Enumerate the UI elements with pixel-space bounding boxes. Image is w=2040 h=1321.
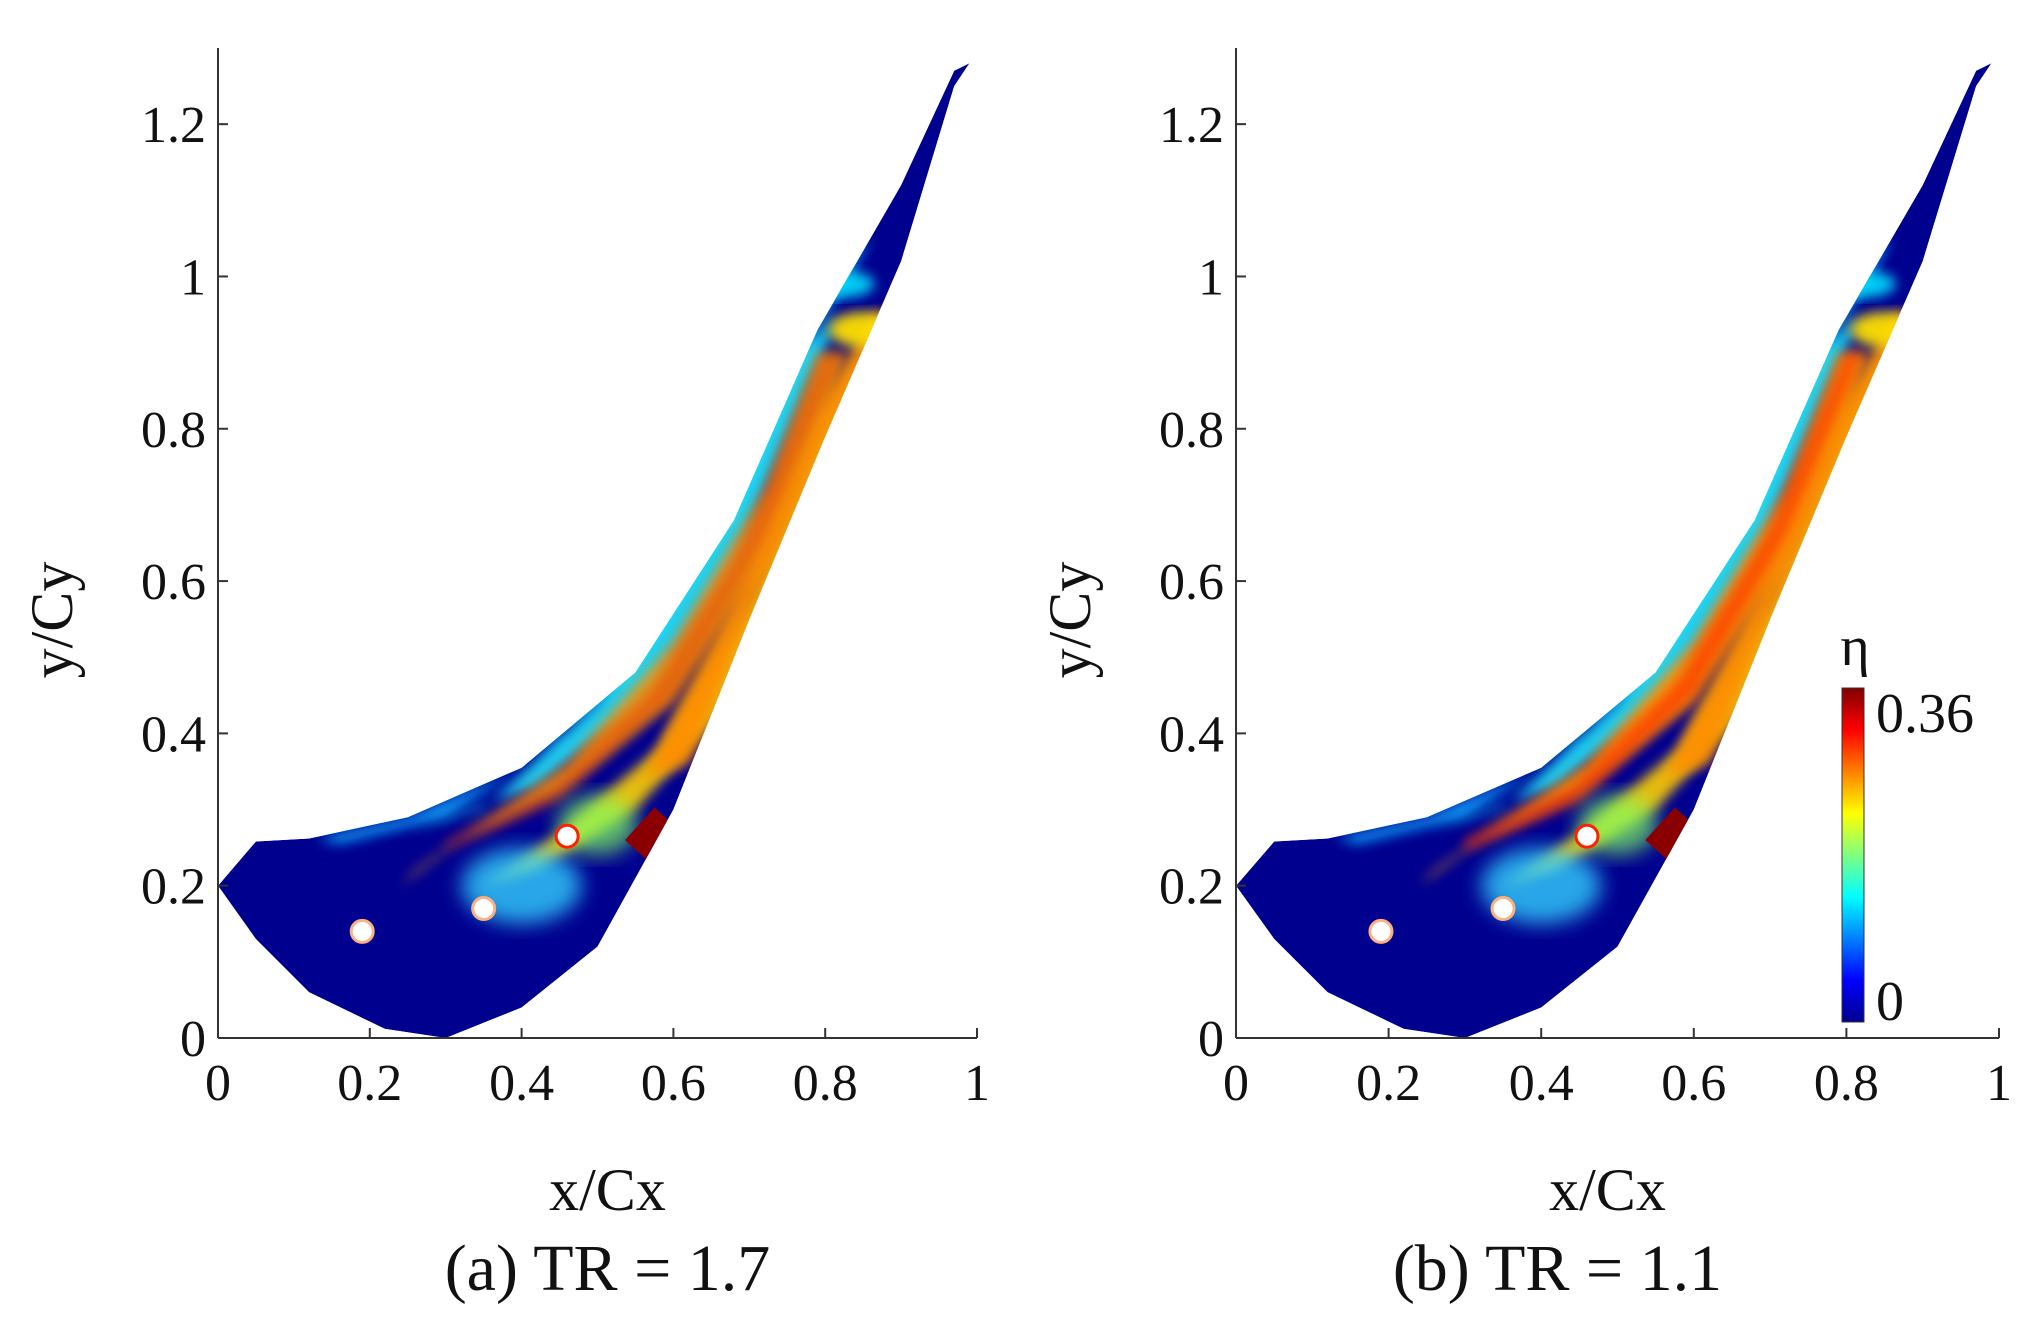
film-hole-1 [1368,918,1394,944]
film-hole-2 [1490,896,1516,922]
colorbar-min-label: 0 [1876,971,1904,1033]
colorbar-max-label: 0.36 [1876,683,1974,745]
y-tick-label: 0.4 [1159,706,1224,763]
x-tick-label: 0.6 [1661,1055,1726,1112]
y-tick-label: 0.2 [1159,859,1224,916]
y-tick-label: 1 [1198,249,1224,306]
contour-field [218,63,970,1038]
colorbar-symbol: η [1840,616,1869,678]
y-tick-label: 0 [180,1011,206,1068]
x-tick-label: 1 [964,1055,990,1112]
contour-field [1236,63,1992,1038]
x-tick-label: 0.4 [1509,1055,1574,1112]
x-tick-label: 0.6 [641,1055,706,1112]
film-hole-3 [554,823,580,849]
x-tick-label: 0.2 [337,1055,402,1112]
x-axis-label: x/Cx [1549,1157,1666,1223]
colorbar-gradient [1841,687,1865,1023]
tip-yellow-band [1850,311,1919,348]
y-tick-label: 0.6 [1159,554,1224,611]
x-tick-label: 0.4 [489,1055,554,1112]
tip-cyan-band [1827,270,1896,299]
pressure-side-region [643,306,886,780]
film-hole-3 [1574,823,1600,849]
y-axis-label: y/Cy [19,562,85,679]
x-tick-label: 1 [1986,1055,2012,1112]
panel-a: 0 0.2 0.4 0.6 0.8 1 0 0.2 0.4 0.6 0.8 1 1.2 x/Cx y/Cy (… [19,48,990,1305]
y-axis-label: y/Cy [1037,562,1103,679]
film-slot [1645,807,1701,863]
x-tick-label: 0 [1223,1055,1249,1112]
y-tick-label: 0.6 [141,554,206,611]
y-tick-label: 0.8 [1159,402,1224,459]
y-tick-label: 1 [180,249,206,306]
colorbar: η0.36 0 [1840,616,1974,1033]
x-axis-label: x/Cx [549,1157,666,1223]
y-tick-label: 1.2 [1159,97,1224,154]
blade-base [1236,63,1992,1038]
tip-yellow-band [829,311,898,348]
y-tick-label: 1.2 [141,97,206,154]
pressure-side-region [1663,306,1908,780]
x-tick-label: 0.8 [1814,1055,1879,1112]
film-hole-2 [471,896,497,922]
x-tick-label: 0 [205,1055,231,1112]
y-tick-label: 0.2 [141,859,206,916]
panel-caption: (a) TR = 1.7 [445,1232,771,1305]
x-tick-label: 0.2 [1356,1055,1421,1112]
y-tick-label: 0 [1198,1011,1224,1068]
x-tick-label: 0.8 [793,1055,858,1112]
film-hole-1 [349,918,375,944]
panel-caption: (b) TR = 1.1 [1393,1232,1722,1305]
blade-base [218,63,970,1038]
tip-cyan-band [806,270,875,299]
y-tick-label: 0.8 [141,402,206,459]
film-slot [624,807,680,863]
y-tick-label: 0.4 [141,706,206,763]
